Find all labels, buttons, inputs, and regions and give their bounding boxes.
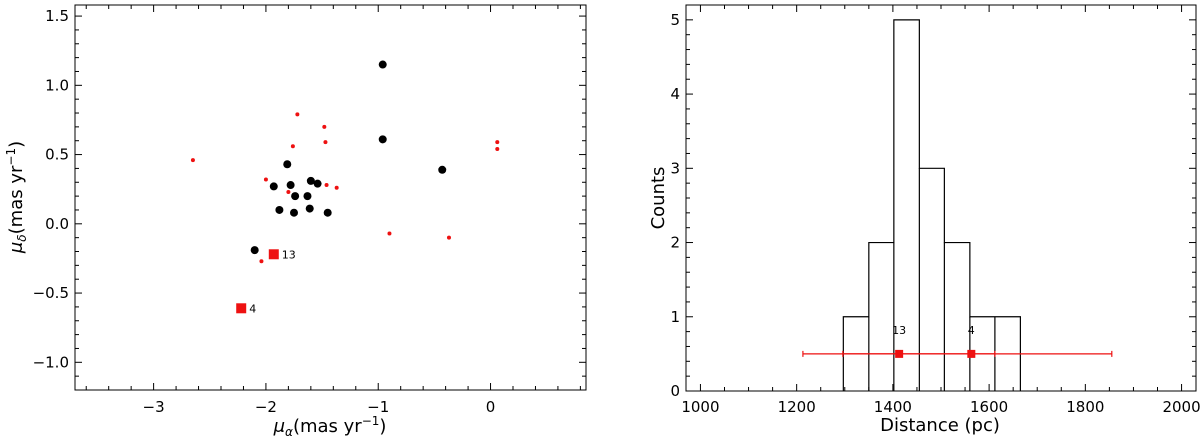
y-tick-label: 1.5 <box>45 7 69 25</box>
right-data-points: 13 4 <box>802 324 1113 358</box>
y-tick-label: 0.5 <box>45 146 69 164</box>
data-point <box>283 160 292 169</box>
left-plot-frame <box>74 4 587 391</box>
y-tick-label: −1.0 <box>33 353 69 371</box>
data-point <box>334 185 339 190</box>
proper-motion-scatter-panel: −3 −2 −1 0 −1.0 −0.5 0.0 0.5 1.0 1.5 13 4 μα(mas y… <box>4 4 587 439</box>
x-tick-label: 2000 <box>1162 398 1200 416</box>
x-tick-label: −1 <box>367 398 389 416</box>
data-point <box>295 112 300 117</box>
x-tick-label: 0 <box>486 398 496 416</box>
right-x-axis-label: Distance (pc) <box>880 415 1000 436</box>
right-y-axis-label: Counts <box>648 167 669 230</box>
y-tick-label: 1 <box>670 308 680 326</box>
data-point <box>290 208 298 217</box>
data-point <box>378 135 387 144</box>
x-tick-label: 1800 <box>1066 398 1104 416</box>
x-tick-label: −2 <box>255 398 277 416</box>
data-point <box>303 192 312 201</box>
y-tick-label: 1.0 <box>45 76 69 94</box>
data-point <box>190 158 195 163</box>
y-tick-label: 0.0 <box>45 215 69 233</box>
data-point <box>275 205 284 214</box>
data-point <box>323 208 332 217</box>
data-point <box>495 147 500 152</box>
data-point <box>446 235 451 240</box>
data-point <box>322 124 327 129</box>
data-point <box>286 181 295 190</box>
data-point <box>305 204 314 213</box>
y-tick-label: −0.5 <box>33 284 69 302</box>
y-tick-label: 0 <box>670 382 680 400</box>
data-point <box>323 140 328 145</box>
data-point <box>291 192 300 201</box>
data-point <box>324 183 329 188</box>
data-point <box>378 60 387 69</box>
x-tick-label: −3 <box>143 398 165 416</box>
data-point <box>438 165 447 174</box>
x-tick-label: 1600 <box>970 398 1008 416</box>
x-tick-label: 1200 <box>778 398 816 416</box>
data-point <box>387 231 392 236</box>
y-tick-label: 5 <box>670 11 680 29</box>
point-label: 13 <box>892 324 906 337</box>
y-tick-label: 2 <box>670 234 680 252</box>
data-point <box>313 179 322 188</box>
data-point <box>269 182 278 191</box>
right-axis-ticks: 1000 1200 1400 1600 1800 2000 0 1 2 3 4 5 <box>670 5 1200 416</box>
point-label: 4 <box>249 302 256 315</box>
data-point <box>250 246 259 255</box>
right-histogram <box>842 19 1021 391</box>
left-x-axis-label: μα(mas yr−1) <box>273 414 387 439</box>
right-plot-frame <box>685 4 1197 392</box>
x-tick-label: 1000 <box>681 398 719 416</box>
left-y-axis-label: μδ(mas yr−1) <box>4 141 29 254</box>
histogram-step <box>842 19 1021 391</box>
data-point-square <box>268 249 279 260</box>
data-point-square <box>236 303 247 314</box>
left-data-points: 13 4 <box>190 60 500 315</box>
data-point <box>259 259 264 264</box>
data-point <box>290 144 295 149</box>
y-tick-label: 4 <box>670 85 680 103</box>
x-tick-label: 1400 <box>874 398 912 416</box>
point-label: 13 <box>282 248 296 261</box>
data-point-square <box>967 349 976 358</box>
data-point <box>495 140 500 145</box>
distance-histogram-panel: 1000 1200 1400 1600 1800 2000 0 1 2 3 4 5 13 4 Dista… <box>648 4 1200 436</box>
left-axis-ticks: −3 −2 −1 0 −1.0 −0.5 0.0 0.5 1.0 1.5 <box>33 5 586 416</box>
data-point <box>263 177 268 182</box>
point-label: 4 <box>968 324 975 337</box>
data-point <box>286 189 291 194</box>
data-point <box>306 176 315 185</box>
y-tick-label: 3 <box>670 159 680 177</box>
